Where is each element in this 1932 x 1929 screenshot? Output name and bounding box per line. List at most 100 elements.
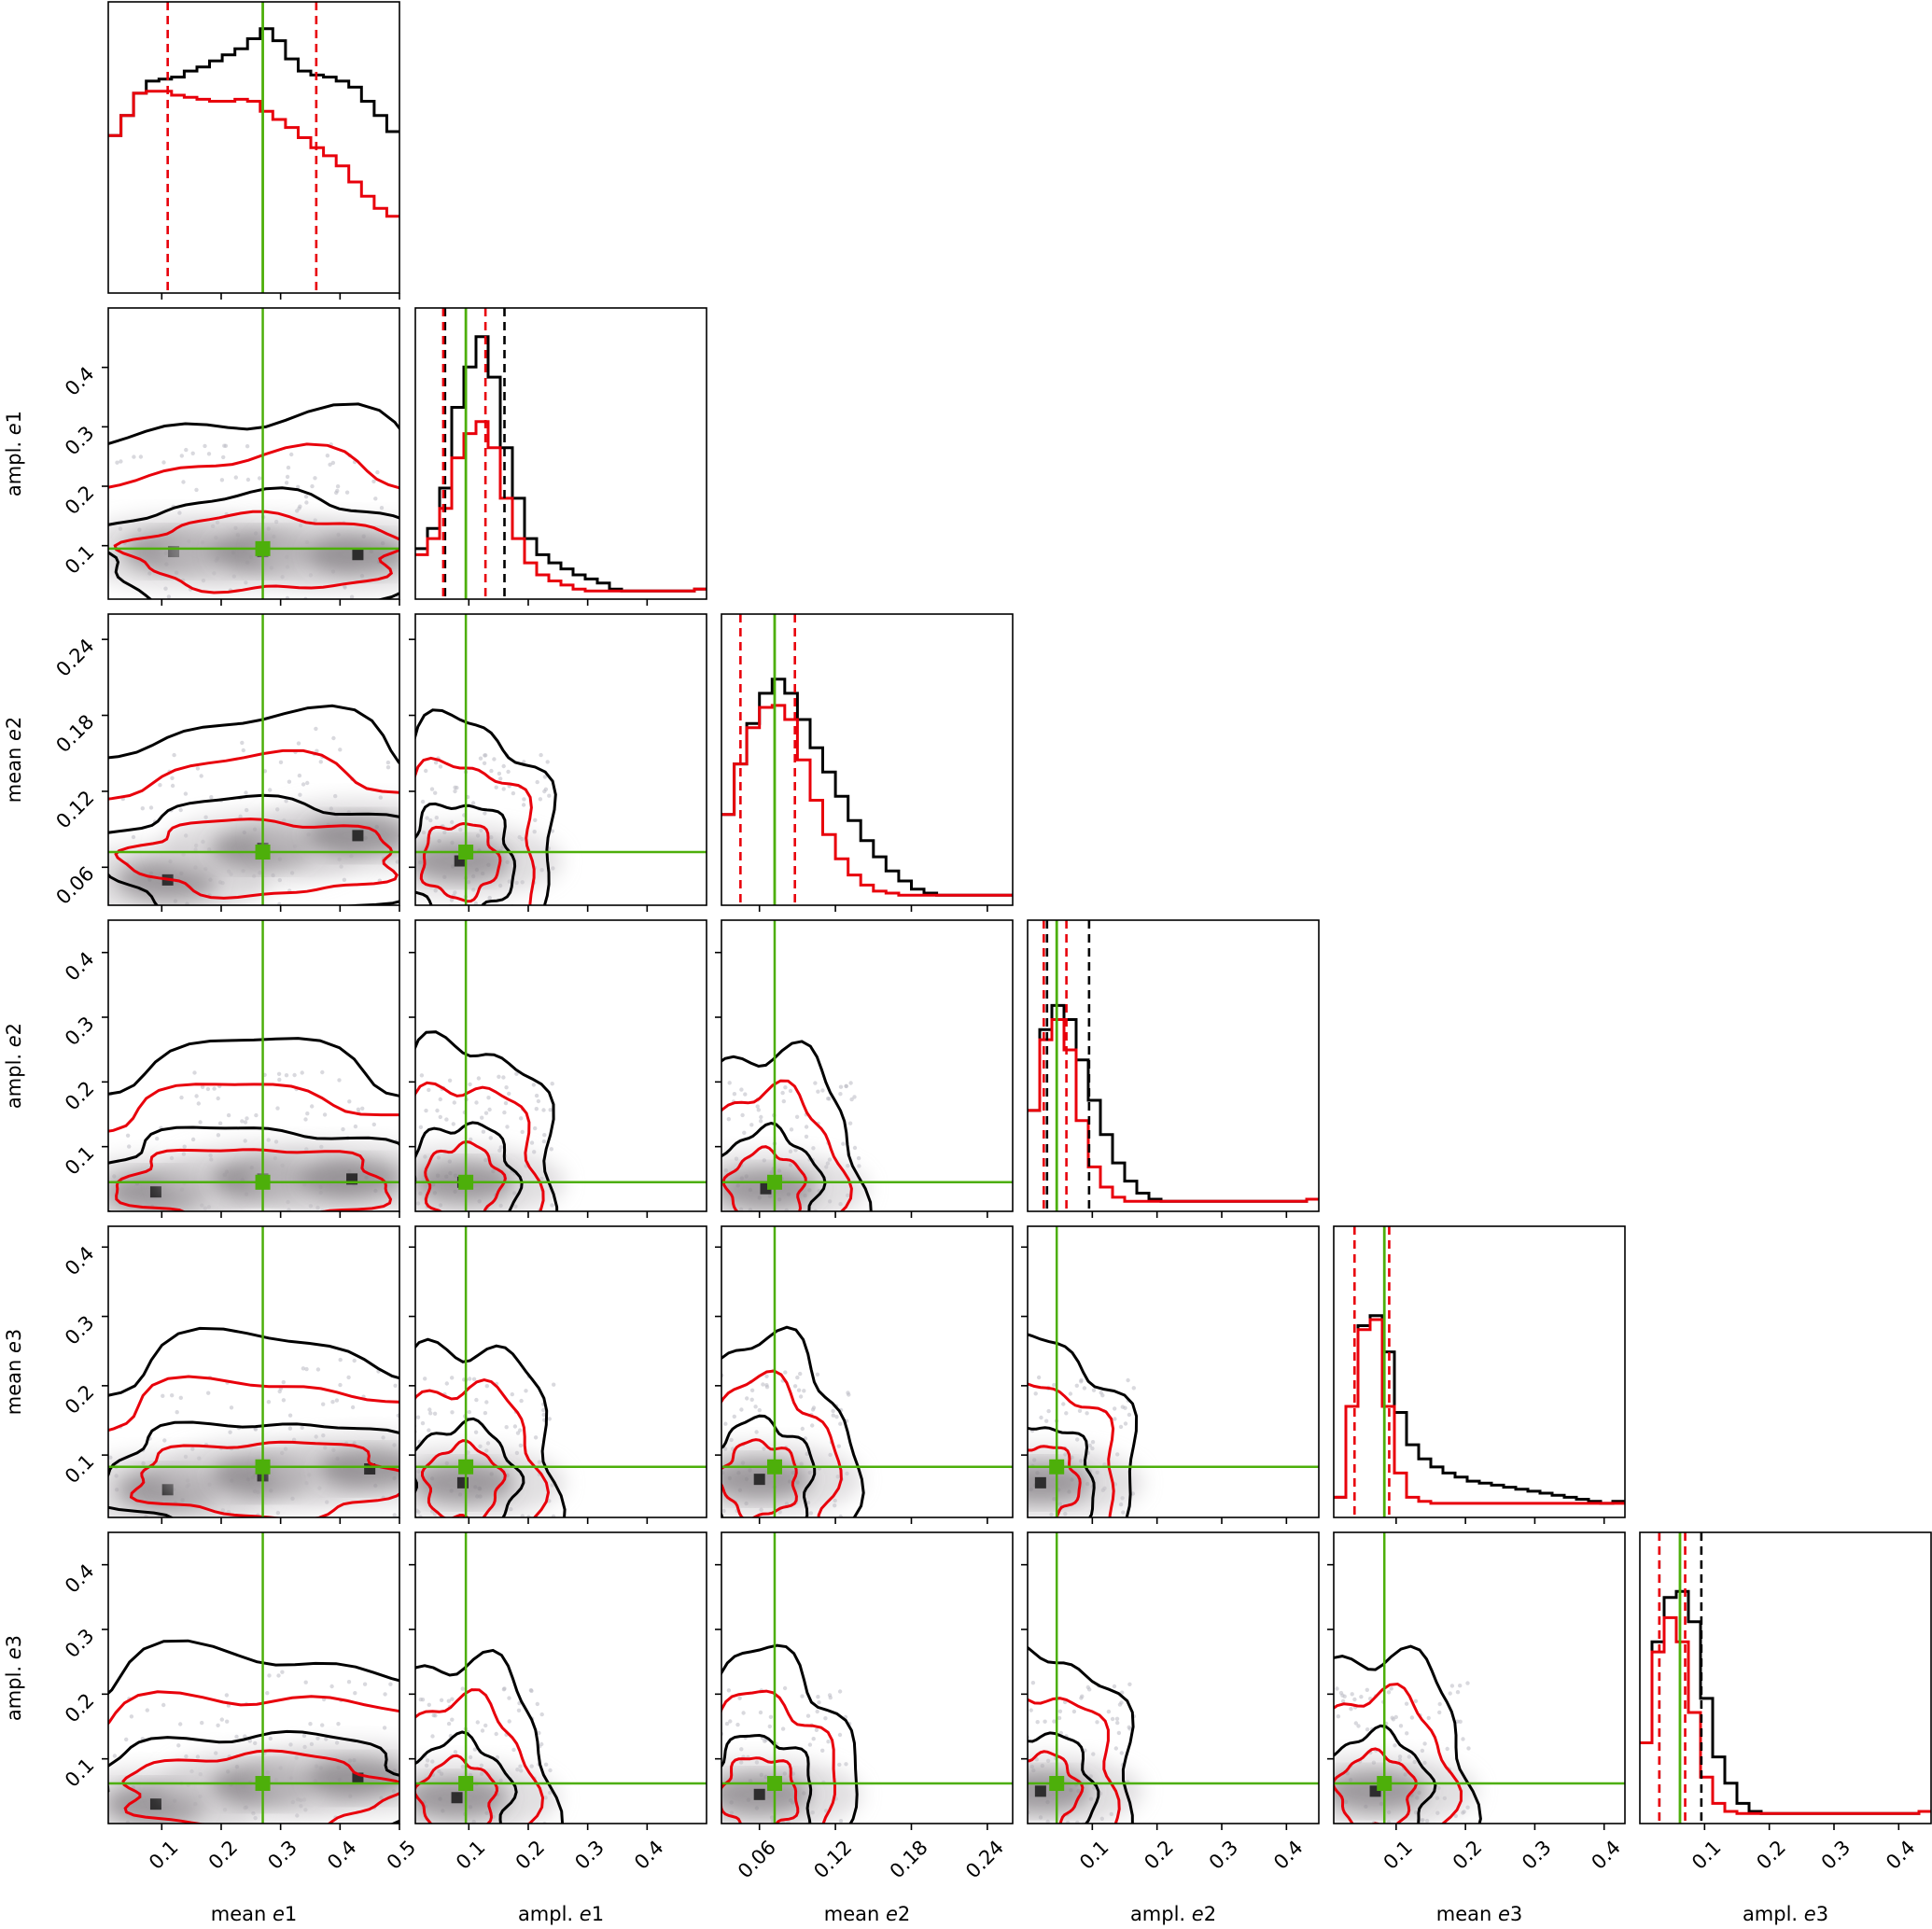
sample-point [303,1117,308,1122]
sample-point [1007,1438,1011,1442]
sample-point [749,1397,754,1403]
sample-point [1015,1534,1019,1538]
sample-point [820,1748,825,1754]
sample-point [1095,1720,1099,1725]
sample-point [976,1836,980,1839]
contour-inner-black [108,1420,399,1517]
sample-point [433,790,438,795]
sample-point [1043,1719,1047,1724]
sample-point [1336,1714,1341,1719]
sample-point [335,484,341,489]
sample-point [977,1413,981,1417]
sample-point [483,1111,489,1115]
sample-point [676,1806,679,1810]
sample-point [713,1741,717,1745]
sample-point [303,495,309,499]
truth-marker [255,1776,271,1792]
sample-point [1090,1440,1096,1445]
sample-point [540,1519,544,1523]
sample-point [712,1704,716,1708]
sample-point [406,762,410,765]
sample-point [178,1722,183,1726]
sample-point [795,1375,800,1380]
sample-point [780,1726,786,1731]
sample-point [1019,1823,1023,1826]
sample-point [494,785,498,790]
truth-marker [766,1174,782,1190]
sample-point [539,752,543,758]
sample-point [954,1407,958,1411]
sample-point [856,1216,860,1220]
sample-point [195,766,201,771]
sample-point [420,1109,424,1112]
sample-point [959,1407,962,1411]
sample-point [528,1687,534,1693]
sample-point [817,1700,821,1705]
sample-point [969,1750,973,1754]
sample-point [305,1111,310,1116]
sample-point [1113,1746,1119,1751]
contour-inner-black [721,1733,813,1824]
sample-point [1127,1412,1132,1418]
sample-point [95,1108,99,1111]
sample-point [541,1139,547,1144]
sample-point [504,1085,509,1090]
sample-point [515,1431,521,1435]
sample-point [104,1422,107,1426]
sample-point [1001,1716,1005,1720]
sample-point [190,451,195,455]
sample-point [304,1826,308,1830]
sample-point [690,1694,693,1698]
sample-point [415,1415,421,1419]
sample-point [707,1125,711,1128]
sample-point [497,1074,501,1080]
sample-point [313,476,317,481]
sample-point [175,1410,179,1415]
sample-point [329,1684,334,1689]
sample-point [162,1438,167,1443]
sample-point [428,1411,433,1416]
sample-point [411,1405,414,1408]
sample-point [437,745,441,748]
sample-point [834,1524,838,1528]
x-tick-label: 0.4 [630,1836,668,1874]
sample-point [1017,1698,1021,1701]
sample-point [420,1698,426,1702]
panel-frame [1333,1225,1626,1518]
contour-outer-red [415,756,536,905]
sample-point [236,1833,240,1837]
sample-point [967,1397,971,1401]
sample-point [813,1843,817,1847]
sample-point [1100,1393,1105,1398]
sample-point [288,1742,293,1747]
sample-point [1309,1715,1312,1719]
sample-point [450,1410,455,1415]
sample-point [1295,1790,1298,1794]
sample-point [468,1377,472,1381]
sample-point [1410,1834,1414,1838]
sample-point [286,465,291,470]
sample-point [275,807,280,812]
sample-point [298,792,302,797]
sample-point [375,469,380,475]
sample-point [799,1835,803,1838]
sample-point [958,1837,961,1840]
sample-point [955,1452,959,1456]
sample-point [452,1100,456,1105]
sample-point [1085,1411,1089,1416]
sample-point [428,818,433,823]
sample-point [812,1840,816,1844]
sample-point [388,1682,393,1686]
sample-point [960,1774,964,1778]
sample-point [1405,1731,1409,1736]
sample-point [94,471,98,475]
sample-point [1041,1841,1044,1845]
sample-point [792,1222,796,1225]
sample-point [287,1426,293,1431]
truth-marker [255,540,271,556]
sample-point [681,1419,685,1423]
sample-point [1016,1734,1020,1738]
sample-point [990,1806,994,1810]
sample-point [483,905,486,909]
sample-point [1046,1408,1051,1414]
